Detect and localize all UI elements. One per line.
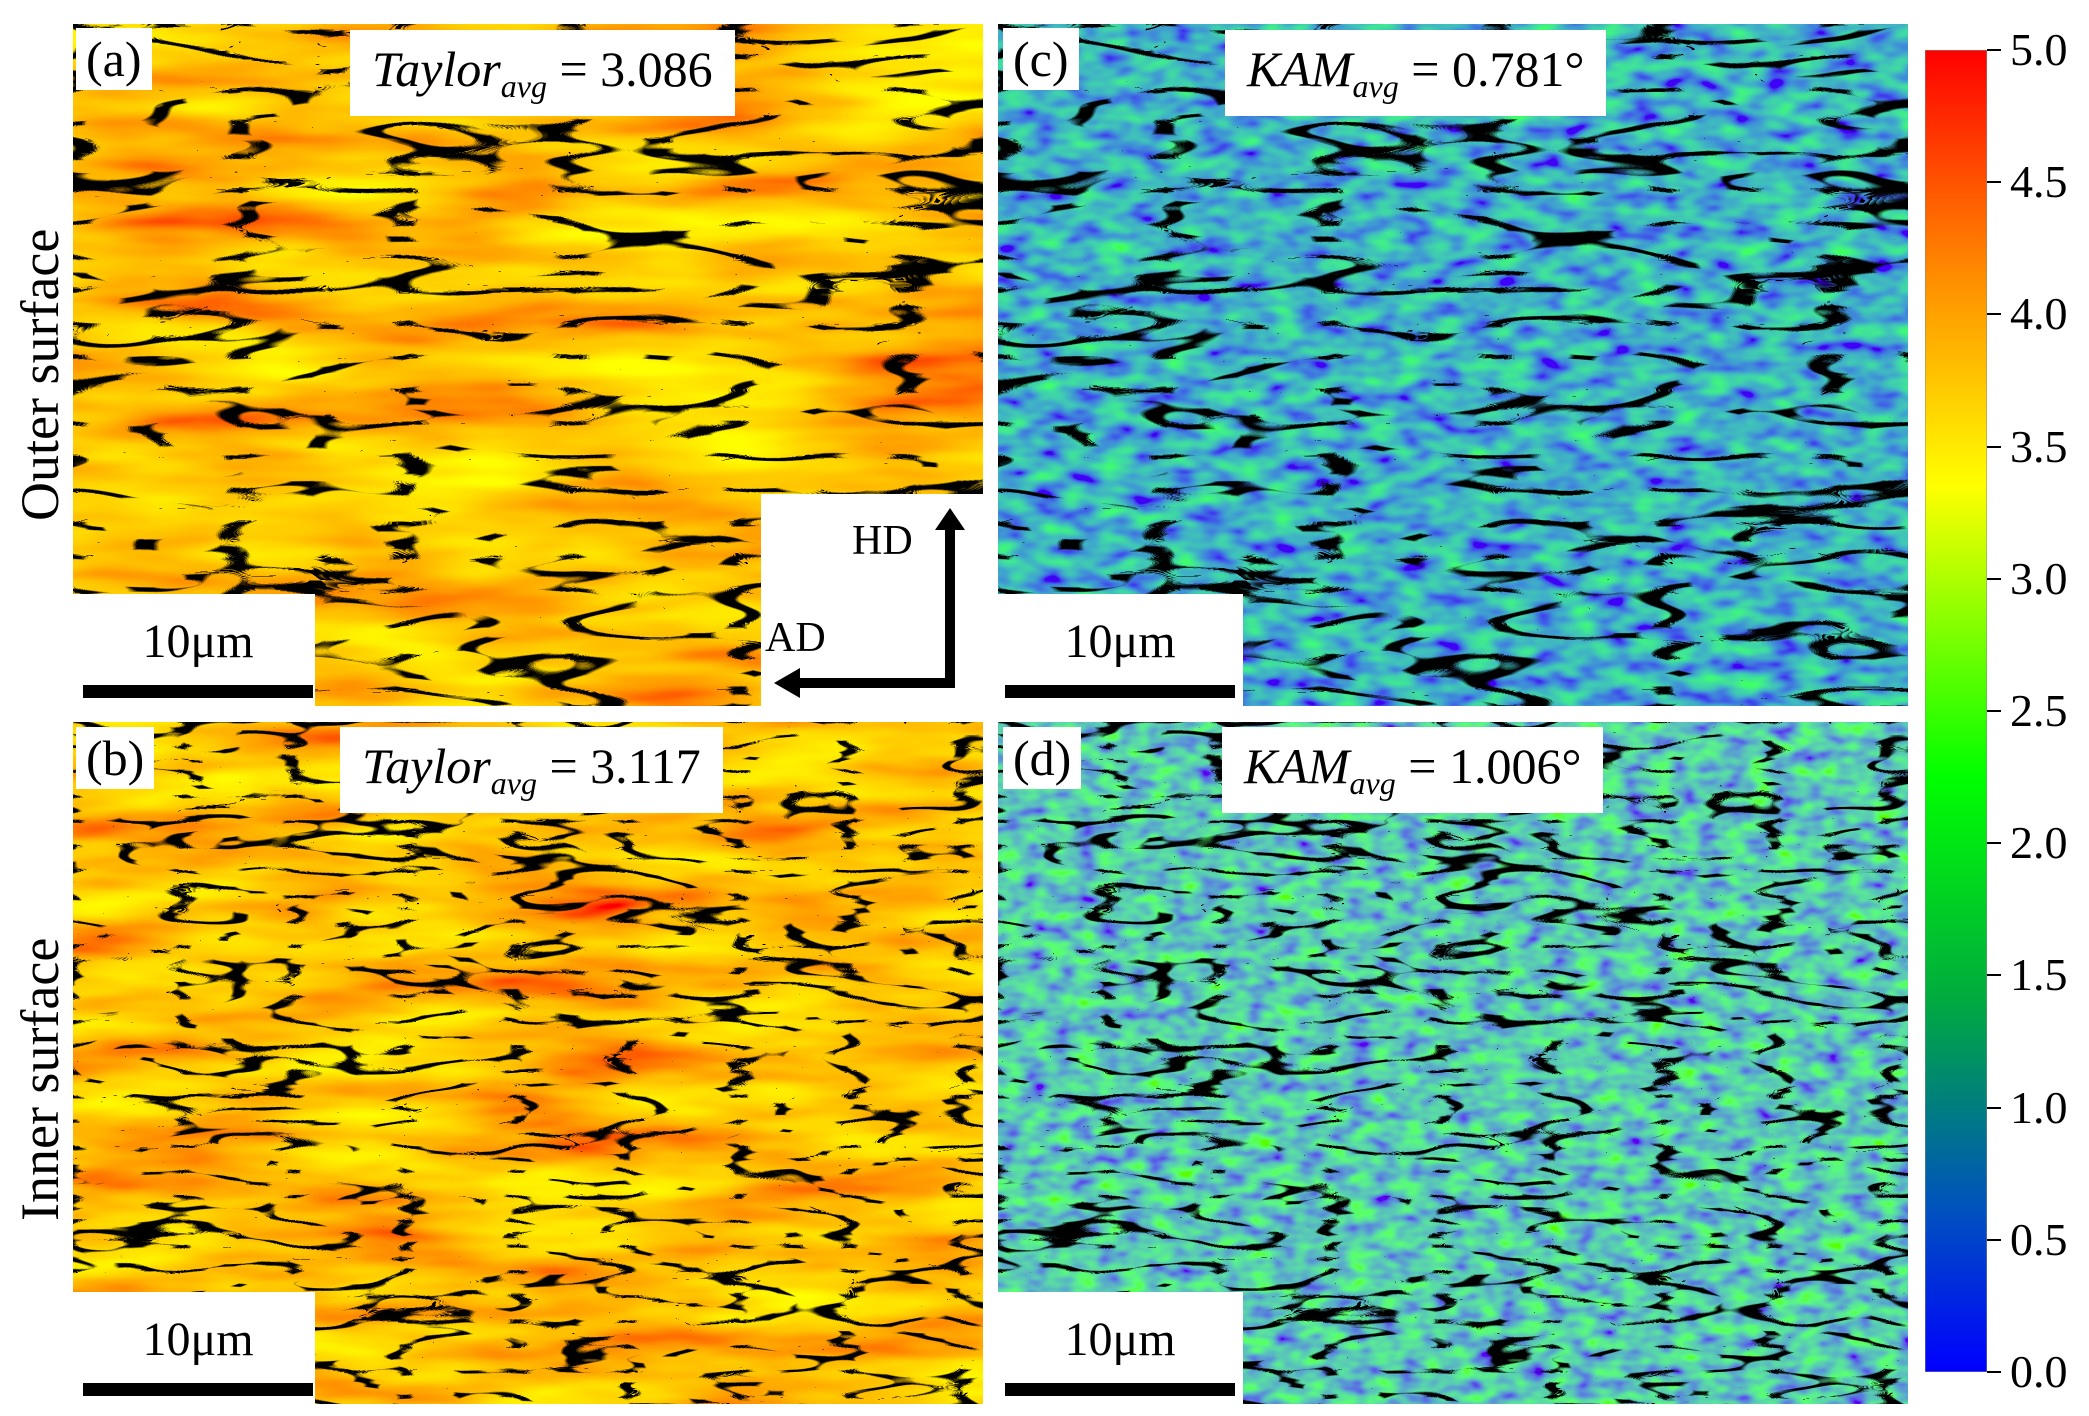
colorbar-tick-label: 4.0 xyxy=(2010,288,2068,340)
panel-d-subscript: avg xyxy=(1349,765,1396,801)
panel-b-metric: Tayloravg = 3.117 xyxy=(340,727,723,813)
colorbar-tick-mark xyxy=(1987,313,2001,316)
row-label-inner: Inner surface xyxy=(10,937,70,1221)
panel-b-taylor-map xyxy=(73,722,983,1404)
colorbar-tick-mark xyxy=(1987,181,2001,184)
panel-a-scale-bar xyxy=(83,685,313,698)
colorbar-tick-label: 1.0 xyxy=(2010,1081,2068,1133)
colorbar-tick-mark xyxy=(1987,842,2001,845)
colorbar-tick-mark xyxy=(1987,1106,2001,1109)
colorbar-tick-label: 4.5 xyxy=(2010,156,2068,208)
panel-a-label: (a) xyxy=(76,28,152,90)
colorbar-tick-mark xyxy=(1987,577,2001,580)
panel-b-scale-text: 10μm xyxy=(142,1313,254,1366)
panel-c-scale-text: 10μm xyxy=(1064,615,1176,668)
panel-d-metric: KAMavg = 1.006° xyxy=(1222,727,1604,813)
panel-c-value: = 0.781° xyxy=(1411,41,1585,97)
panel-c-metric: KAMavg = 0.781° xyxy=(1225,30,1607,116)
panel-c-kam-map xyxy=(998,24,1908,706)
panel-c-label: (c) xyxy=(1003,28,1079,90)
panel-d-scale-bar xyxy=(1005,1383,1235,1396)
panel-a-taylor-map xyxy=(73,24,983,706)
row-label-outer: Outer surface xyxy=(10,228,70,521)
panel-a-subscript: avg xyxy=(500,68,547,104)
panel-b-label: (b) xyxy=(76,727,155,789)
colorbar-tick-label: 5.0 xyxy=(2010,24,2068,75)
axis-label-hd: HD xyxy=(852,518,913,564)
panel-a-value: = 3.086 xyxy=(559,41,713,97)
colorbar-tick-label: 1.5 xyxy=(2010,949,2068,1001)
colorbar-tick-label: 3.0 xyxy=(2010,552,2068,604)
colorbar-tick-label: 0.0 xyxy=(2010,1346,2068,1397)
colorbar-tick-mark xyxy=(1987,49,2001,51)
panel-b-symbol: Taylor xyxy=(362,738,491,794)
panel-d-value: = 1.006° xyxy=(1408,738,1582,794)
colorbar-tick-mark xyxy=(1987,710,2001,712)
colorbar-tick-mark xyxy=(1987,1371,2001,1373)
panel-d-kam-map xyxy=(998,722,1908,1404)
panel-d-symbol: KAM xyxy=(1244,738,1350,794)
colorbar-tick-mark xyxy=(1987,1238,2001,1241)
colorbar xyxy=(1925,50,1987,1372)
panel-c-subscript: avg xyxy=(1352,68,1399,104)
panel-c-symbol: KAM xyxy=(1247,41,1353,97)
colorbar-tick-label: 3.5 xyxy=(2010,420,2068,472)
axis-label-ad: AD xyxy=(765,615,826,661)
panel-c-scale-bar xyxy=(1005,685,1235,698)
panel-a-metric: Tayloravg = 3.086 xyxy=(350,30,735,116)
panel-a-scale-text: 10μm xyxy=(142,615,254,668)
panel-b-subscript: avg xyxy=(490,765,537,801)
panel-a-symbol: Taylor xyxy=(372,41,501,97)
panel-b-scale-bar xyxy=(83,1383,313,1396)
colorbar-tick-label: 2.0 xyxy=(2010,817,2068,869)
panel-b-value: = 3.117 xyxy=(549,738,701,794)
colorbar-tick-mark xyxy=(1987,974,2001,977)
colorbar-tick-label: 0.5 xyxy=(2010,1213,2068,1265)
panel-d-label: (d) xyxy=(1003,727,1082,789)
axis-arrows xyxy=(774,508,965,698)
colorbar-tick-mark xyxy=(1987,445,2001,448)
panel-d-scale-text: 10μm xyxy=(1064,1313,1176,1366)
colorbar-tick-label: 2.5 xyxy=(2010,685,2068,736)
